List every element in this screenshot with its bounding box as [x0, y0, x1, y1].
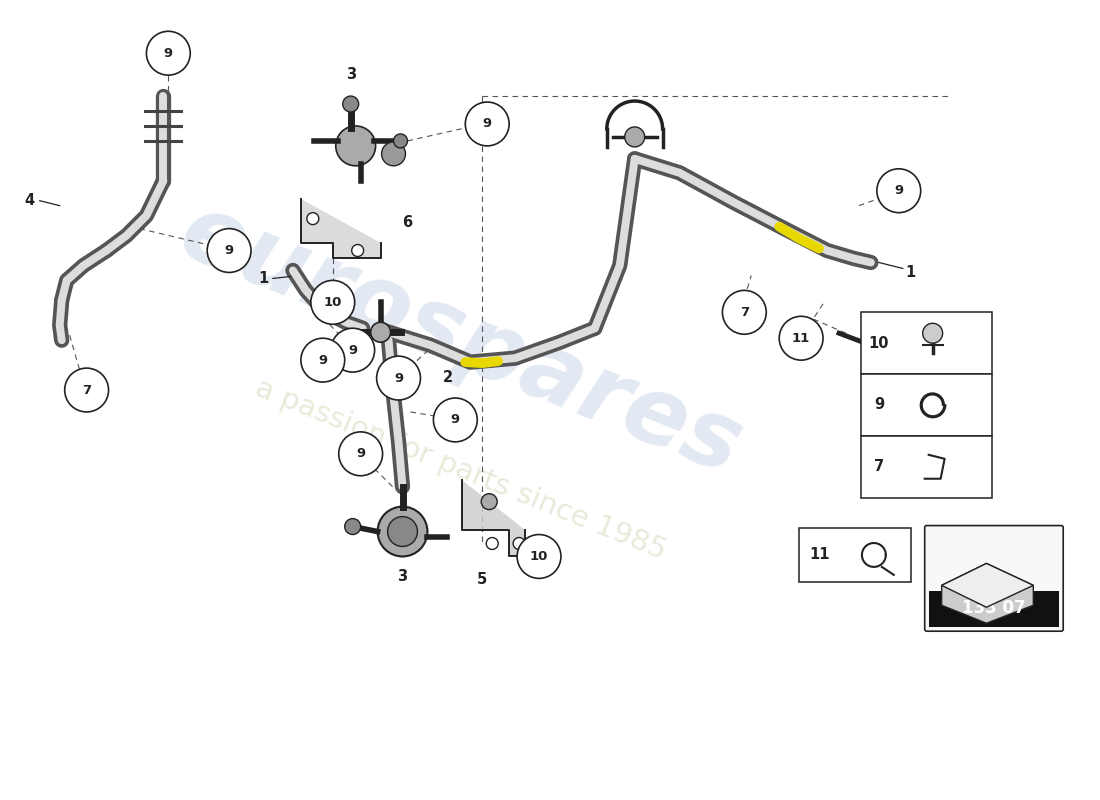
- Bar: [861, 436, 992, 498]
- Polygon shape: [301, 198, 381, 258]
- Text: 5: 5: [477, 572, 487, 587]
- Text: 11: 11: [792, 332, 811, 345]
- Circle shape: [394, 134, 407, 148]
- Circle shape: [871, 335, 891, 355]
- FancyBboxPatch shape: [925, 526, 1064, 631]
- Text: 10: 10: [323, 296, 342, 309]
- Polygon shape: [942, 563, 1033, 623]
- Circle shape: [723, 290, 767, 334]
- Circle shape: [877, 169, 921, 213]
- Circle shape: [912, 353, 926, 367]
- Text: 11: 11: [808, 547, 829, 562]
- Text: 9: 9: [164, 46, 173, 60]
- Circle shape: [923, 323, 943, 343]
- Text: a passion for parts since 1985: a passion for parts since 1985: [251, 374, 670, 566]
- Circle shape: [779, 316, 823, 360]
- Circle shape: [513, 538, 525, 550]
- Bar: [799, 527, 911, 582]
- Text: 133 07: 133 07: [962, 599, 1026, 618]
- Bar: [861, 374, 992, 436]
- Text: 9: 9: [451, 414, 460, 426]
- Text: 9: 9: [318, 354, 328, 366]
- Circle shape: [352, 245, 364, 257]
- Circle shape: [481, 494, 497, 510]
- Polygon shape: [942, 563, 1033, 607]
- Circle shape: [344, 518, 361, 534]
- Text: 3: 3: [345, 66, 355, 82]
- Text: 9: 9: [348, 344, 358, 357]
- Text: 7: 7: [82, 383, 91, 397]
- Circle shape: [382, 142, 406, 166]
- Text: 9: 9: [483, 118, 492, 130]
- Bar: [861, 312, 992, 374]
- Text: 9: 9: [873, 398, 884, 413]
- Circle shape: [336, 126, 375, 166]
- Circle shape: [331, 328, 375, 372]
- Circle shape: [376, 356, 420, 400]
- Circle shape: [465, 102, 509, 146]
- Text: 9: 9: [356, 447, 365, 460]
- Text: 1: 1: [905, 265, 916, 280]
- Text: 9: 9: [394, 371, 403, 385]
- Text: 1: 1: [257, 271, 268, 286]
- Text: 9: 9: [894, 184, 903, 198]
- Circle shape: [371, 322, 390, 342]
- Text: 10: 10: [530, 550, 548, 563]
- Circle shape: [65, 368, 109, 412]
- Text: 8: 8: [883, 313, 894, 328]
- Text: 10: 10: [869, 336, 889, 350]
- Text: 9: 9: [224, 244, 233, 257]
- Bar: [928, 591, 1059, 627]
- Circle shape: [307, 213, 319, 225]
- Circle shape: [387, 517, 418, 546]
- Circle shape: [301, 338, 344, 382]
- Text: 3: 3: [397, 569, 408, 584]
- Text: eurospares: eurospares: [166, 186, 755, 494]
- Circle shape: [207, 229, 251, 273]
- Circle shape: [433, 398, 477, 442]
- Polygon shape: [462, 480, 525, 557]
- Circle shape: [339, 432, 383, 476]
- Circle shape: [486, 538, 498, 550]
- Text: 4: 4: [25, 193, 35, 208]
- Circle shape: [343, 96, 359, 112]
- Text: 7: 7: [740, 306, 749, 319]
- Circle shape: [146, 31, 190, 75]
- Text: 6: 6: [403, 215, 412, 230]
- Circle shape: [311, 281, 354, 324]
- Circle shape: [625, 127, 645, 147]
- Circle shape: [377, 506, 428, 557]
- Circle shape: [517, 534, 561, 578]
- Text: 2: 2: [443, 370, 453, 385]
- Text: 7: 7: [873, 459, 884, 474]
